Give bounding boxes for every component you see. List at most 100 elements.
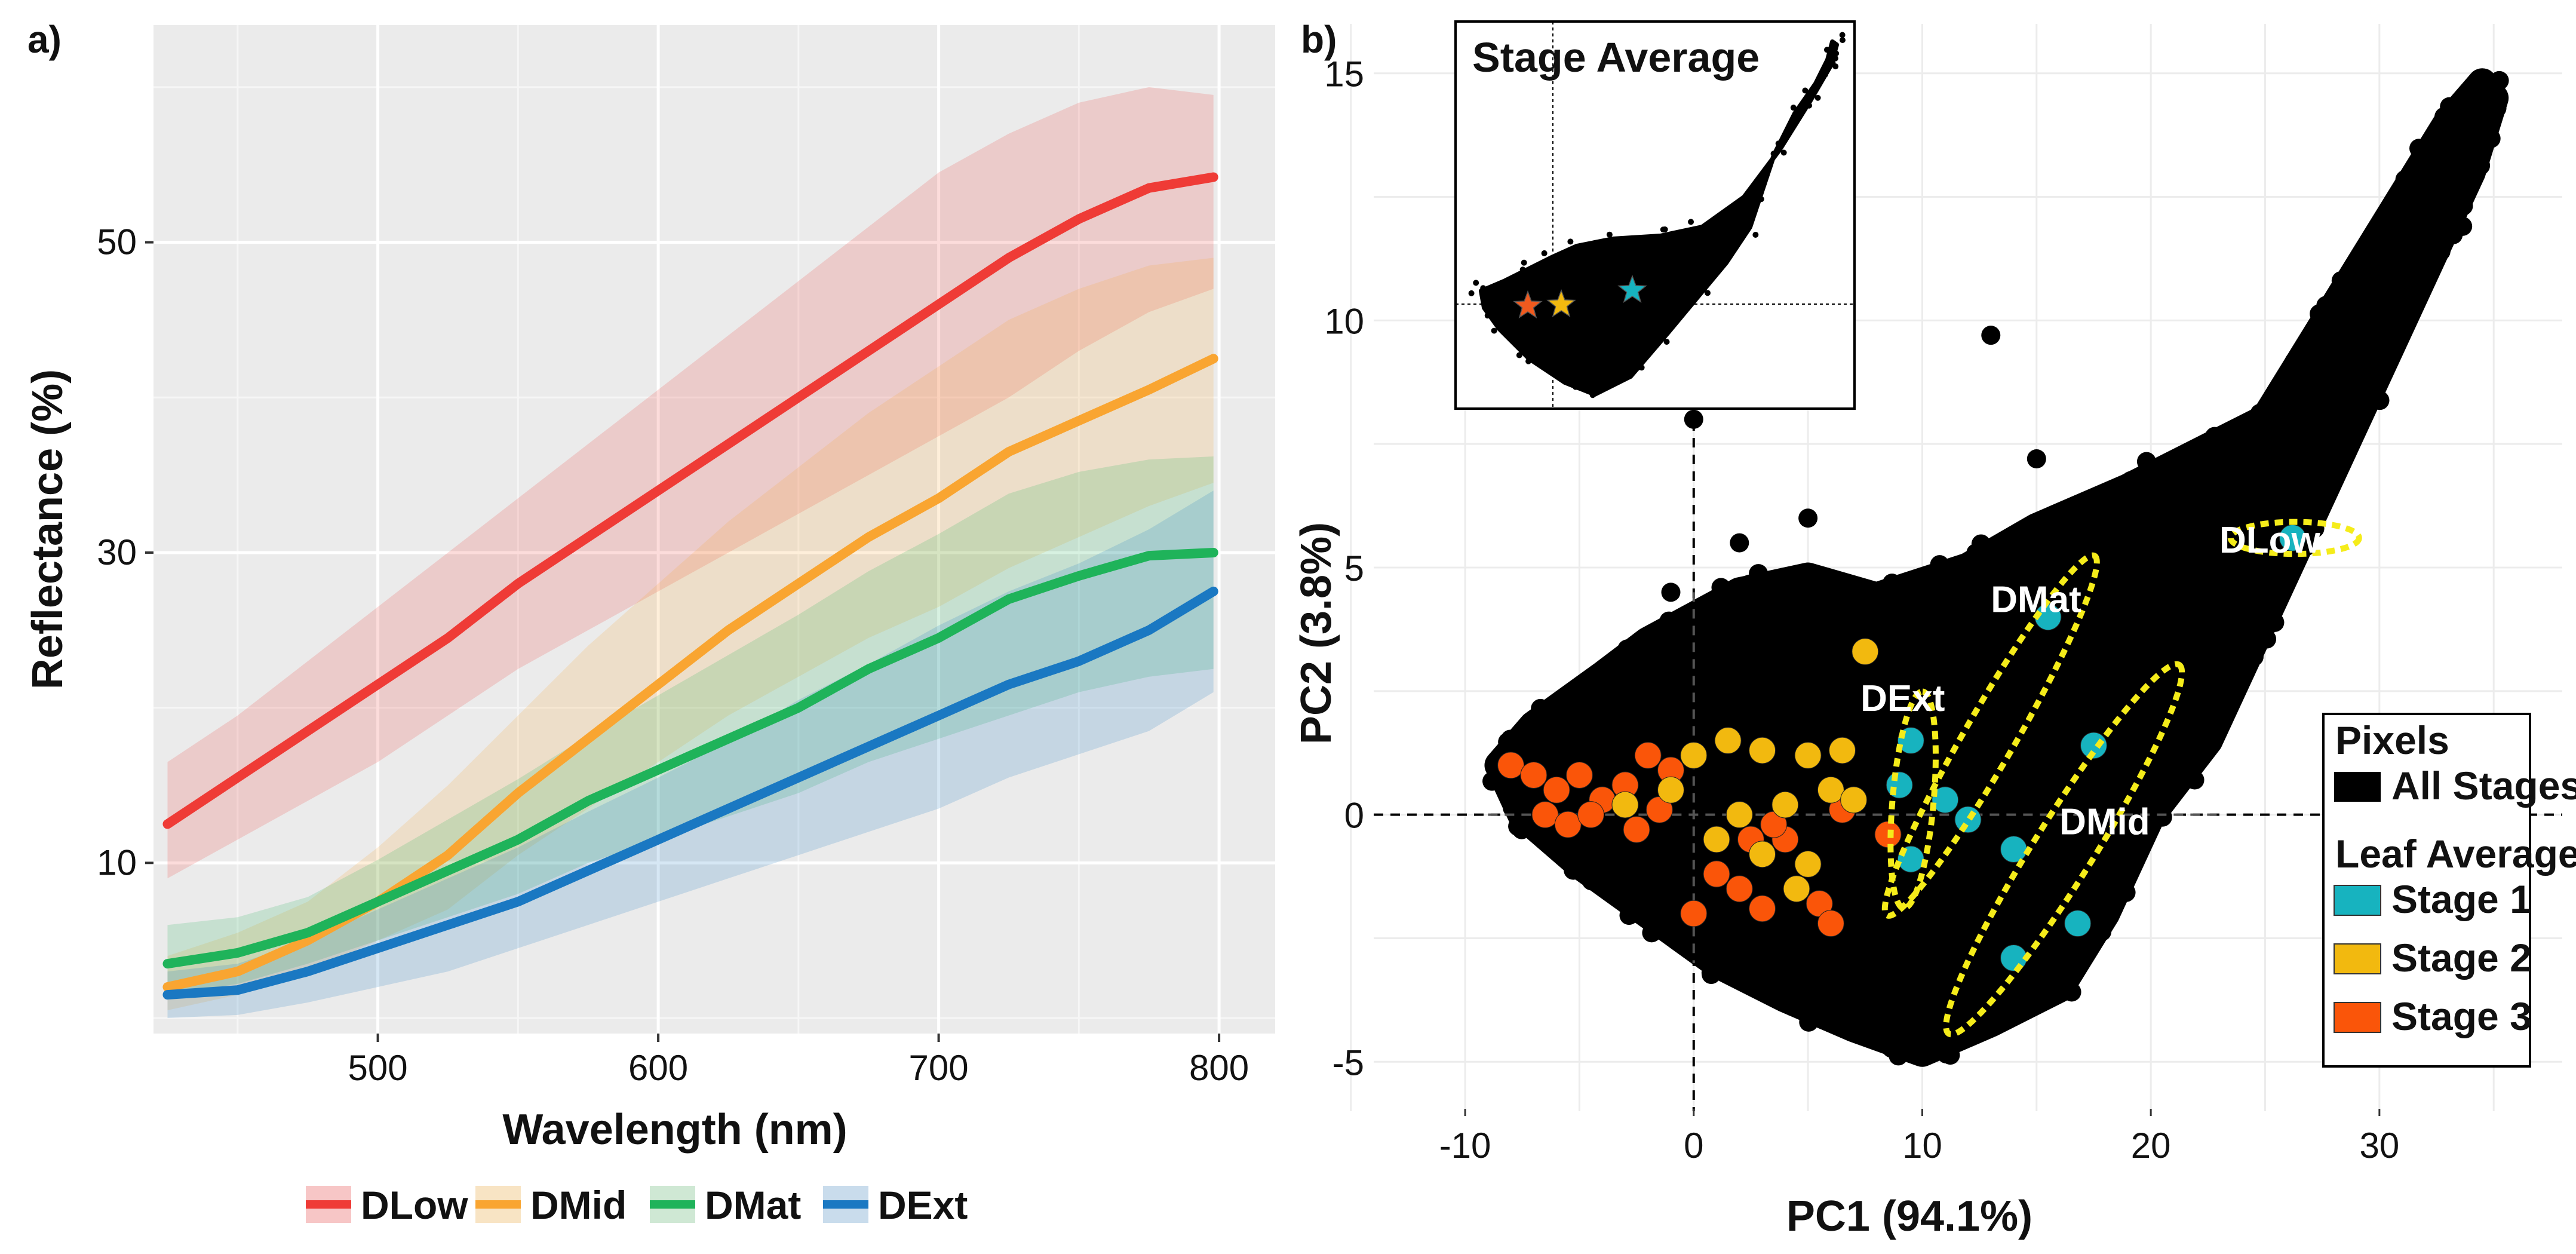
pixel-dot — [1656, 635, 1675, 655]
inset-pixel-dot — [1735, 202, 1742, 209]
pixel-dot — [1930, 555, 1949, 575]
pixel-outlier-dot — [2027, 449, 2046, 468]
y-tick-label: 0 — [1344, 796, 1364, 836]
band-dmid — [167, 257, 1214, 1011]
pixel-dot — [1908, 1044, 1928, 1063]
pixel-dot — [1608, 670, 1628, 690]
inset-pixel-dot — [1482, 304, 1488, 311]
legend-label-dmat: DMat — [705, 1183, 801, 1227]
pixel-dot — [2213, 687, 2233, 707]
panel-b-tag: b) — [1301, 18, 1337, 61]
pixel-dot — [2118, 478, 2138, 498]
pixel-dot — [1657, 904, 1677, 924]
pixel-dot — [1612, 651, 1632, 670]
leaf-average-point-stage-3 — [1543, 776, 1570, 804]
pixel-dot — [1605, 882, 1625, 902]
pixel-dot — [2398, 193, 2418, 213]
pixel-dot — [2427, 131, 2447, 151]
pixel-dot — [2311, 482, 2331, 502]
pixel-dot — [1791, 568, 1810, 588]
pixel-dot — [2240, 647, 2260, 667]
legend-pixels-title: Pixels — [2335, 718, 2449, 762]
legend-stage-2-swatch — [2334, 943, 2381, 974]
leaf-average-point-stage-2 — [1703, 826, 1730, 853]
leaf-average-point-stage-2 — [1852, 638, 1879, 666]
panel-a-bands — [167, 87, 1214, 1019]
pixel-dot — [2431, 241, 2451, 261]
pixel-outlier-dot — [1798, 508, 1818, 528]
pixel-dot — [1726, 580, 1746, 600]
inset-pixel-dot — [1748, 192, 1754, 199]
leaf-average-point-stage-2 — [1749, 841, 1776, 868]
band-dext — [167, 490, 1214, 1019]
pixel-dot — [2308, 464, 2328, 483]
panel-a-lines — [162, 172, 1218, 1000]
line-dmat — [162, 547, 1218, 969]
inset-pixel-dot — [1704, 290, 1711, 296]
annotation-dmid: DMid — [2059, 802, 2150, 843]
leaf-average-point-stage-3 — [1531, 801, 1559, 829]
pixel-outlier-dot — [1661, 582, 1681, 602]
inset-pixel-dot — [1758, 196, 1764, 203]
inset-pixel-dot — [1839, 32, 1846, 38]
inset-pixel-dot — [1802, 87, 1809, 94]
inset-pixel-dot — [1815, 76, 1822, 82]
panel-b-leaf-average-points — [1497, 524, 2306, 972]
inset-pixel-dot — [1822, 71, 1828, 78]
pixel-dot — [2471, 156, 2491, 176]
leaf-average-point-stage-2 — [1657, 776, 1684, 804]
panel-a-grid — [153, 25, 1275, 1034]
inset-pixel-dot — [1654, 323, 1660, 329]
x-tick-label: 30 — [2359, 1126, 2399, 1166]
pixel-dot — [2258, 395, 2277, 415]
inset-pixel-cloud — [1468, 32, 1846, 398]
leaf-average-point-stage-2 — [1725, 801, 1753, 829]
inset-pixel-dot — [1577, 247, 1583, 253]
inset-pixel-dot — [1752, 231, 1759, 238]
leaf-average-point-stage-2 — [1749, 737, 1776, 764]
panel-b-y-axis-title: PC2 (3.8%) — [1292, 522, 1340, 744]
pixel-dot — [2481, 128, 2501, 148]
legend-all-stages-label: All Stages — [2391, 764, 2576, 808]
annotation-dext: DExt — [1860, 678, 1945, 719]
pixel-dot — [1564, 691, 1583, 710]
pixel-dot — [1740, 976, 1760, 995]
pixel-dot — [1582, 871, 1601, 891]
panel-b-annotations: DLow DMat DExt DMid — [1860, 520, 2320, 843]
ellipse-dext — [1887, 688, 1939, 912]
pixel-dot — [1659, 611, 1679, 631]
pixel-dot — [1782, 997, 1802, 1016]
pixel-dot — [2466, 92, 2486, 112]
inset-pixel-dot — [1516, 352, 1522, 358]
pixel-dot — [2188, 737, 2208, 757]
pixel-dot — [1540, 827, 1560, 847]
pixel-dot — [2092, 922, 2112, 942]
pixel-dot — [1691, 597, 1711, 617]
pixel-dot — [2382, 196, 2402, 216]
inset-pixel-dot — [1491, 327, 1497, 334]
pixel-dot — [2037, 977, 2057, 997]
pixel-dot — [1509, 779, 1528, 799]
inset-pixel-dot — [1708, 224, 1714, 231]
legend-label-dmid: DMid — [530, 1183, 627, 1227]
inset-pixel-dot — [1484, 312, 1491, 319]
inset-pixel-dot — [1555, 373, 1562, 379]
panel-b-ticks: -10 0 10 20 30 -5 0 5 10 15 — [1324, 54, 2399, 1166]
inset-pixel-dot — [1660, 226, 1666, 233]
pixel-dot — [2417, 257, 2437, 277]
leaf-average-point-stage-3 — [1520, 761, 1548, 789]
inset-pixel-dot — [1468, 290, 1475, 296]
leaf-average-point-stage-3 — [1725, 875, 1753, 903]
panel-b-legend: Pixels All Stages Leaf Average Stage 1 S… — [2322, 713, 2576, 1068]
pixel-dot — [2366, 246, 2385, 266]
inset-pixel-dot — [1832, 55, 1838, 62]
inset-pixel-dot — [1616, 240, 1622, 247]
pixel-dot — [2288, 353, 2308, 373]
pixel-dot — [1631, 893, 1650, 912]
legend-all-stages-swatch — [2334, 772, 2381, 802]
y-tick-label: -5 — [1332, 1043, 1364, 1083]
pixel-dot — [1989, 1008, 2009, 1028]
pixel-dot — [1773, 973, 1792, 992]
leaf-average-point-stage-2 — [1794, 741, 1822, 769]
pixel-dot — [2121, 856, 2141, 875]
